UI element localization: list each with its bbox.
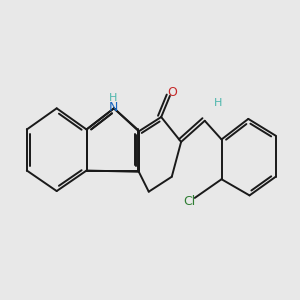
Text: Cl: Cl (184, 195, 196, 208)
Text: H: H (214, 98, 223, 108)
Text: O: O (167, 86, 177, 99)
Text: N: N (109, 100, 119, 114)
Text: H: H (109, 93, 117, 103)
